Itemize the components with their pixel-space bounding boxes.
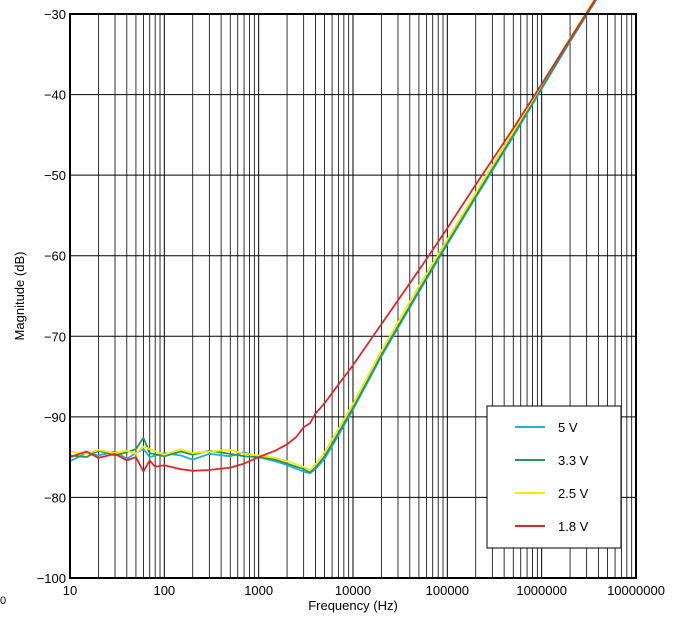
y-tick-label: −60 — [44, 249, 66, 264]
x-tick-label: 100 — [153, 583, 175, 598]
y-tick-label: −90 — [44, 410, 66, 425]
x-tick-label: 1000 — [244, 583, 273, 598]
series-lines — [69, 0, 598, 475]
legend-label-3-3-v: 3.3 V — [558, 453, 589, 468]
legend-label-2-5-v: 2.5 V — [558, 486, 589, 501]
y-tick-label: −70 — [44, 329, 66, 344]
series-line-1-8-v — [69, 0, 597, 473]
x-tick-label: 10000000 — [607, 583, 665, 598]
series-line-3-3-v — [69, 0, 597, 474]
y-tick-label: −80 — [44, 490, 66, 505]
x-tick-label: 10 — [63, 583, 77, 598]
x-tick-label: 1000000 — [516, 583, 567, 598]
y-tick-label: −50 — [44, 168, 66, 183]
x-axis-title: Frequency (Hz) — [308, 598, 398, 613]
stray-label: 0 — [0, 595, 6, 607]
legend-box — [486, 405, 622, 549]
x-tick-labels: 10 100 1000 10000 100000 1000000 10000000 — [63, 583, 665, 598]
plot-frame — [69, 13, 637, 579]
legend-label-1-8-v: 1.8 V — [558, 519, 589, 534]
y-tick-label: −100 — [37, 571, 66, 586]
y-tick-labels: −30 −40 −50 −60 −70 −90 −80 −100 — [37, 7, 66, 586]
legend-label-5-v: 5 V — [558, 420, 578, 435]
y-tick-label: −30 — [44, 7, 66, 22]
series-line-2-5-v — [69, 0, 596, 471]
x-tick-label: 100000 — [426, 583, 469, 598]
grid-major — [70, 14, 636, 578]
y-axis-title: Magnitude (dB) — [12, 252, 27, 341]
y-tick-label: −40 — [44, 88, 66, 103]
legend: 5 V 3.3 V 2.5 V 1.8 V — [486, 405, 622, 549]
x-tick-label: 10000 — [335, 583, 371, 598]
